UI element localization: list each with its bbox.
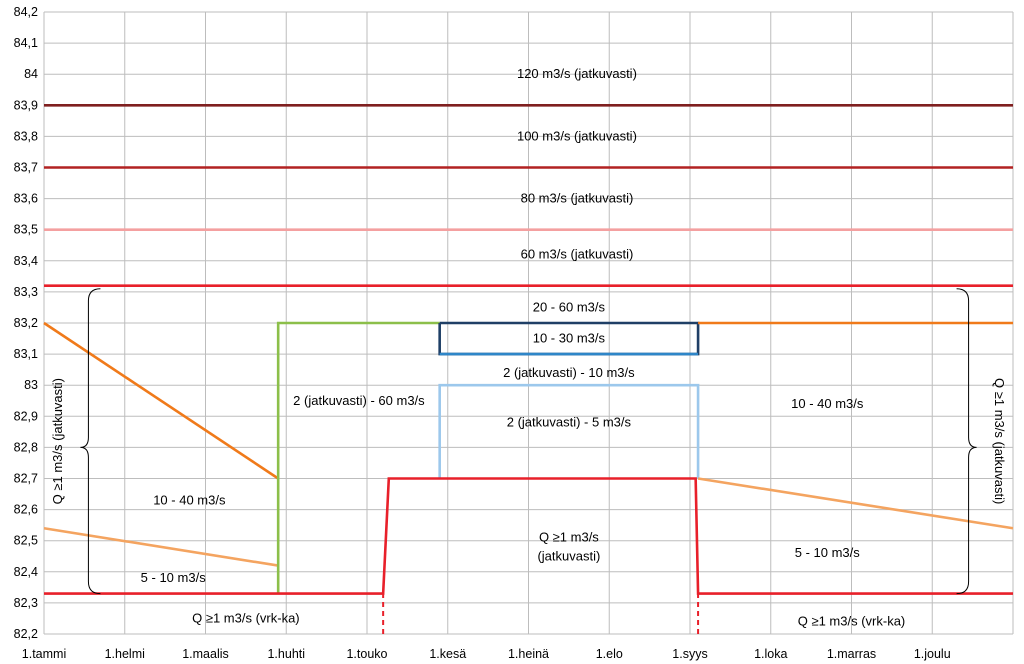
x-tick-label: 1.kesä (429, 647, 466, 661)
series-layer (43, 104, 1014, 634)
annotation-label: (jatkuvasti) (537, 548, 600, 563)
x-tick-label: 1.joulu (914, 647, 951, 661)
annotation-label: 5 - 10 m3/s (795, 545, 861, 560)
annotation-label: 10 - 40 m3/s (791, 396, 864, 411)
annotation-label: 120 m3/s (jatkuvasti) (517, 66, 637, 81)
y-tick-label: 83,1 (14, 347, 38, 361)
y-tick-label: 84,2 (14, 5, 38, 19)
y-tick-label: 82,9 (14, 409, 38, 423)
series-line (438, 383, 700, 479)
annotation-label: 2 (jatkuvasti) - 60 m3/s (293, 393, 425, 408)
y-tick-label: 83,9 (14, 98, 38, 112)
y-tick-label: 82,8 (14, 440, 38, 454)
y-tick-label: 82,5 (14, 534, 38, 548)
y-tick-label: 82,7 (14, 472, 38, 486)
range-brace (956, 288, 977, 595)
series-line (43, 526, 279, 567)
range-brace (80, 288, 101, 595)
annotation-label: 20 - 60 m3/s (533, 299, 606, 314)
y-tick-label: 83,3 (14, 285, 38, 299)
vertical-annotation-label: Q ≥1 m3/s (jatkuvasti) (50, 378, 65, 504)
annotation-label: 2 (jatkuvasti) - 10 m3/s (503, 365, 635, 380)
x-tick-label: 1.syys (672, 647, 707, 661)
x-tick-label: 1.elo (596, 647, 623, 661)
y-tick-label: 83 (24, 378, 38, 392)
annotation-label: Q ≥1 m3/s (vrk-ka) (192, 610, 300, 625)
y-tick-label: 83,6 (14, 192, 38, 206)
series-line (44, 477, 1013, 595)
x-tick-label: 1.marras (827, 647, 876, 661)
y-tick-label: 83,7 (14, 161, 38, 175)
annotation-label: 100 m3/s (jatkuvasti) (517, 128, 637, 143)
annotation-label: 10 - 40 m3/s (153, 492, 226, 507)
annotation-label: 2 (jatkuvasti) - 5 m3/s (507, 415, 632, 430)
y-tick-label: 83,4 (14, 254, 38, 268)
x-tick-label: 1.huhti (267, 647, 305, 661)
x-tick-label: 1.helmi (105, 647, 145, 661)
annotation-label: Q ≥1 m3/s (vrk-ka) (798, 614, 906, 629)
y-tick-label: 83,5 (14, 223, 38, 237)
annotation-layer: 120 m3/s (jatkuvasti) 100 m3/s (jatkuvast… (50, 66, 1007, 628)
x-tick-label: 1.heinä (508, 647, 549, 661)
y-tick-label: 82,4 (14, 565, 38, 579)
y-tick-label: 83,2 (14, 316, 38, 330)
y-tick-label: 84 (24, 67, 38, 81)
vertical-annotation-label: Q ≥1 m3/s (jatkuvasti) (992, 378, 1007, 504)
x-tick-label: 1.tammi (22, 647, 66, 661)
y-tick-label: 83,8 (14, 129, 38, 143)
series-line (276, 321, 440, 594)
annotation-label: Q ≥1 m3/s (539, 530, 599, 545)
annotation-label: 60 m3/s (jatkuvasti) (521, 247, 634, 262)
series-line (697, 477, 1014, 530)
x-tick-label: 1.maalis (182, 647, 229, 661)
y-tick-label: 82,2 (14, 627, 38, 641)
annotation-label: 5 - 10 m3/s (141, 570, 207, 585)
y-tick-label: 84,1 (14, 36, 38, 50)
y-tick-label: 82,3 (14, 596, 38, 610)
x-tick-label: 1.loka (754, 647, 787, 661)
series-line (43, 321, 279, 480)
annotation-label: 80 m3/s (jatkuvasti) (521, 191, 634, 206)
x-tick-label: 1.touko (346, 647, 387, 661)
x-axis-tick-labels: 1.tammi 1.helmi 1.maalis 1.huhti 1.touko 1.ke… (22, 647, 951, 661)
annotation-label: 10 - 30 m3/s (533, 331, 606, 346)
y-tick-label: 82,6 (14, 503, 38, 517)
y-axis-tick-labels: 84,2 84,1 84 83,9 83,8 83,7 83,6 83,5 83,4 83,3 83… (14, 5, 38, 641)
